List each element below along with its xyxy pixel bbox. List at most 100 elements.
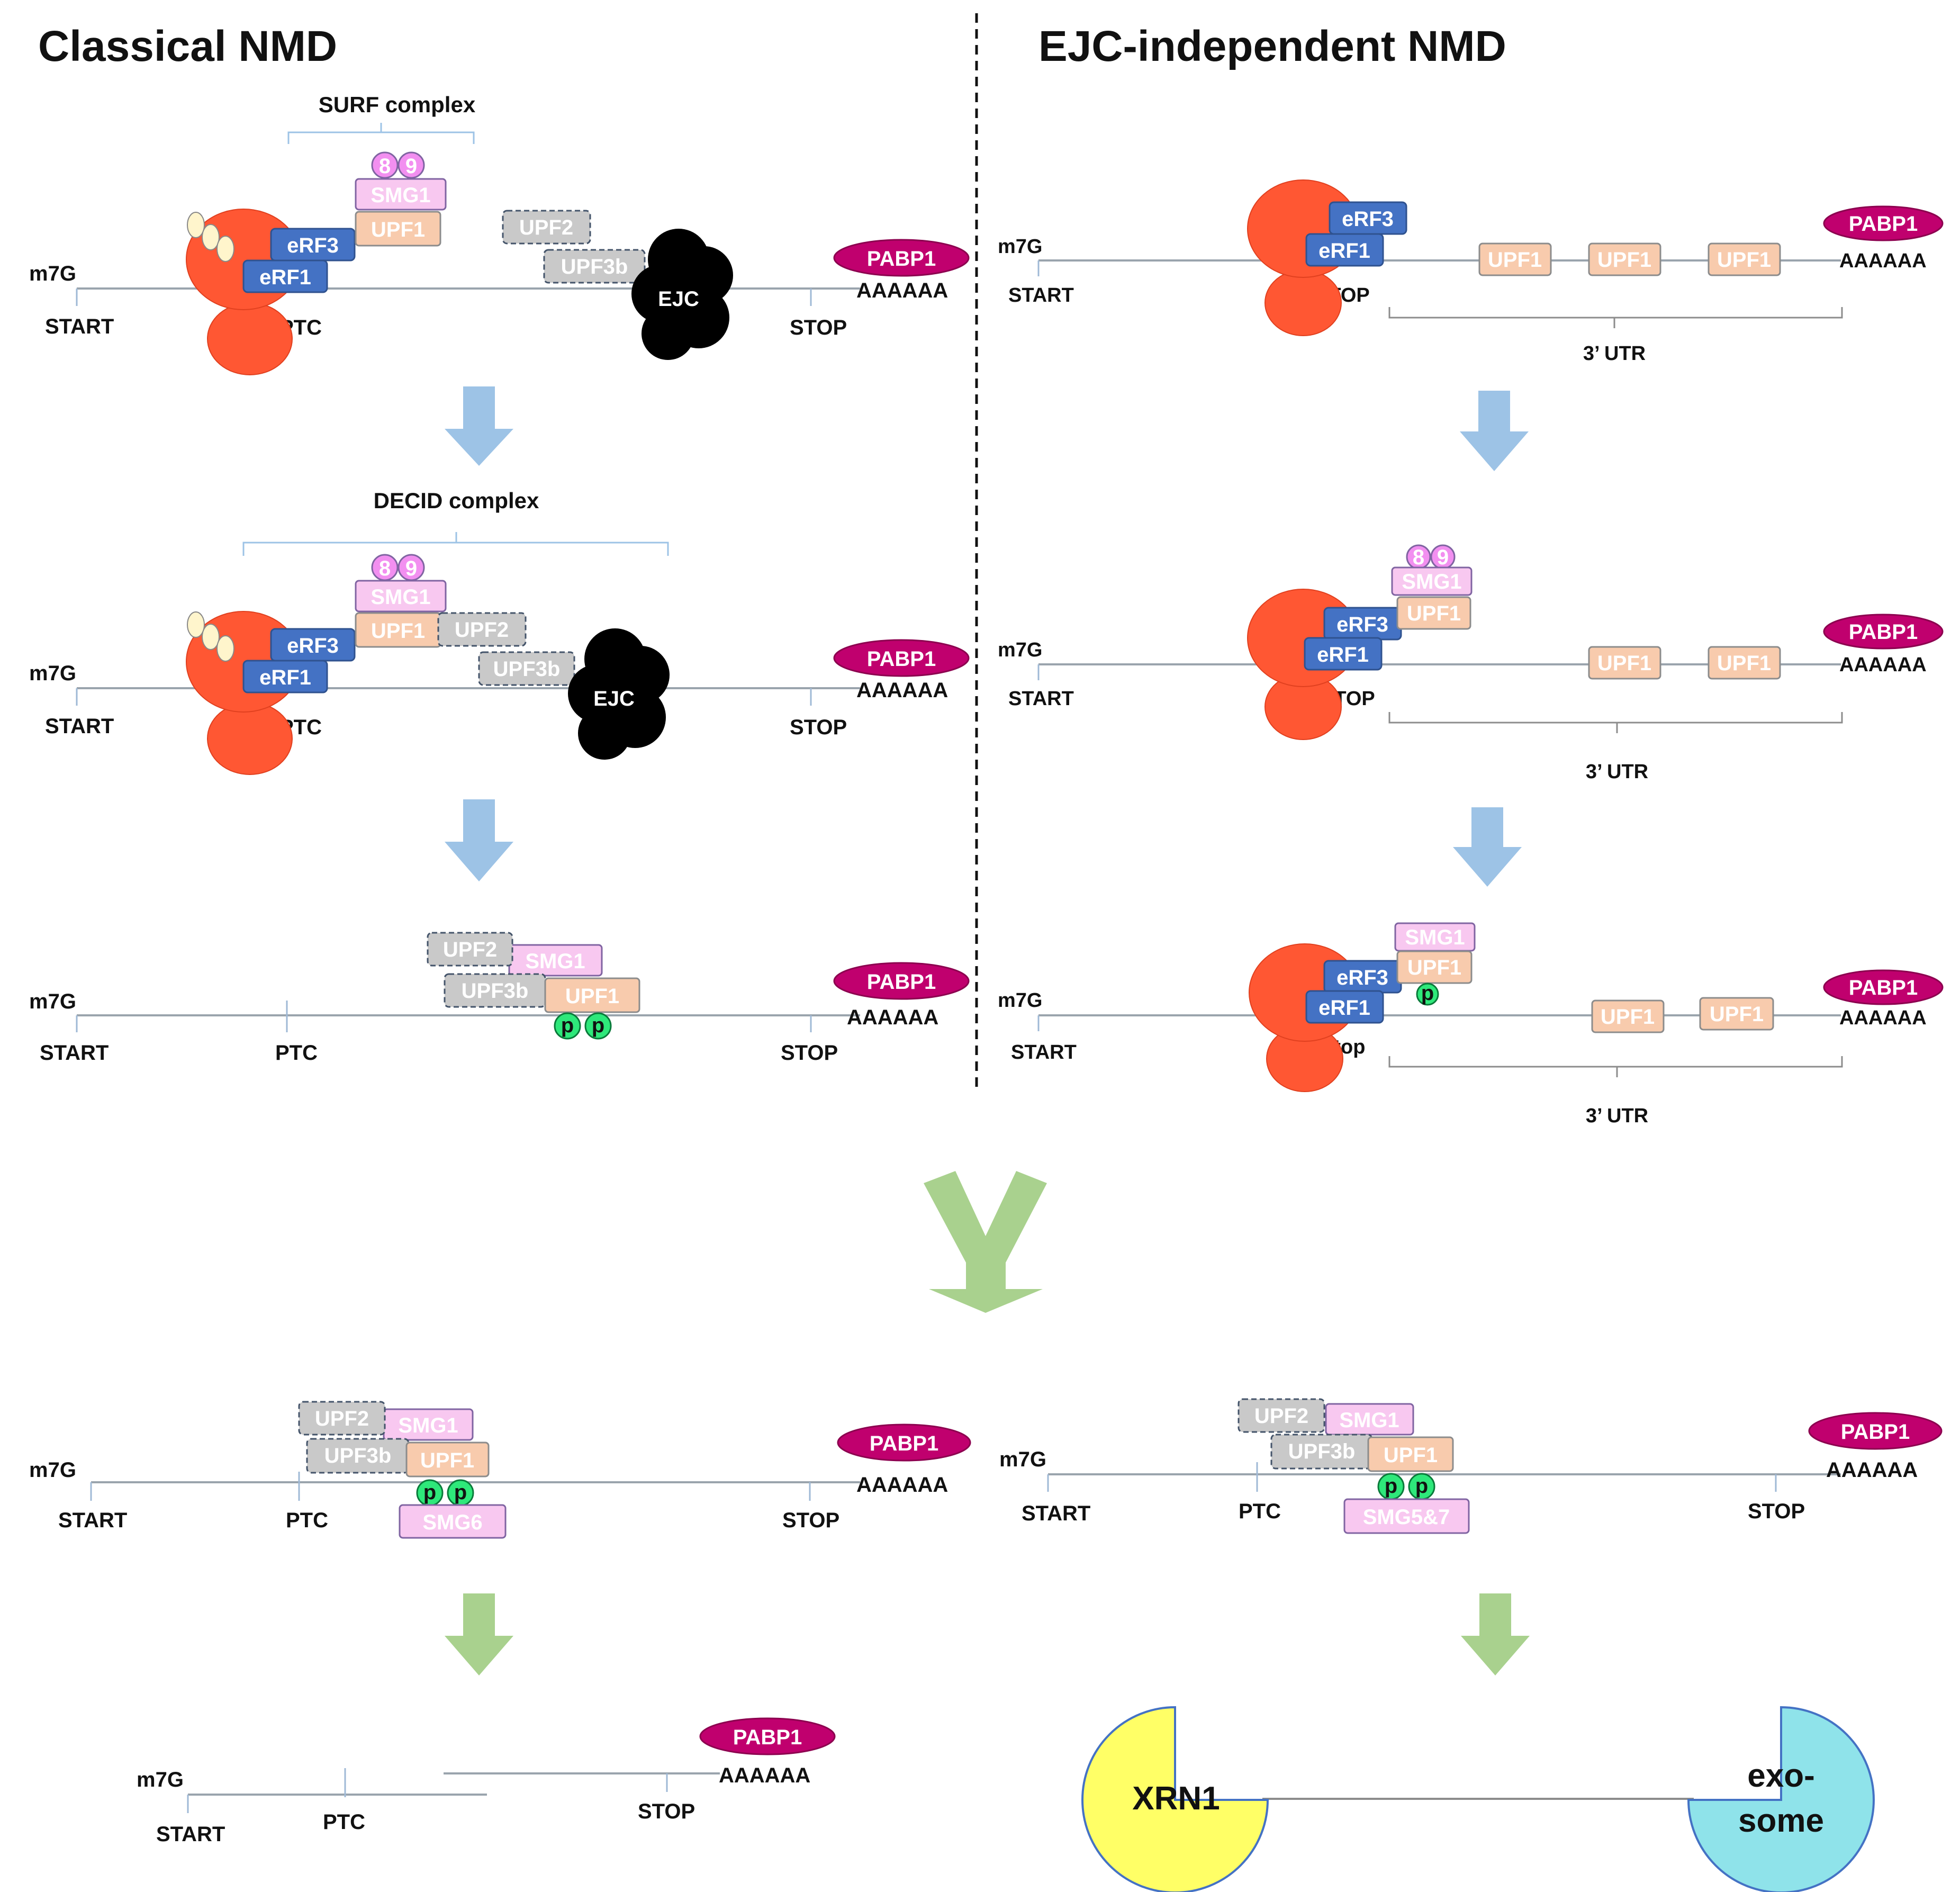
erf3-label: eRF3 <box>287 634 339 657</box>
ejc-independent-step-2: m7G START STOP AAAAAA PABP1 eRF3 eRF1 8 … <box>998 544 1944 783</box>
upf3b-label: UPF3b <box>324 1444 392 1467</box>
ptc-label: PTC <box>286 1509 328 1532</box>
trna-icon <box>216 635 234 662</box>
smg6-pathway: m7G START PTC STOP AAAAAA PABP1 SMG1 UPF… <box>29 1401 971 1539</box>
erf1-label: eRF1 <box>1318 996 1370 1020</box>
smg1 <box>355 580 447 612</box>
ptc-label: PTC <box>1239 1500 1281 1523</box>
step-arrow <box>445 1593 513 1675</box>
phosphate-label: p <box>423 1481 436 1504</box>
erf1 <box>242 660 328 693</box>
utr-label: 3’ UTR <box>1583 343 1646 365</box>
smg8-label: 8 <box>379 557 391 580</box>
pabp1-label: PABP1 <box>1849 976 1918 999</box>
ejc <box>631 229 733 360</box>
upf2 <box>427 932 513 967</box>
m7g-label: m7G <box>29 990 76 1013</box>
pabp1-label: PABP1 <box>1849 620 1918 644</box>
polya-label: AAAAAA <box>1839 250 1927 272</box>
upf1-label: UPF1 <box>1717 652 1771 675</box>
upf1 <box>1708 646 1781 680</box>
start-label: START <box>156 1823 225 1846</box>
polya-label: AAAAAA <box>856 679 948 702</box>
utr-label: 3’ UTR <box>1586 1105 1648 1127</box>
upf1 <box>1588 646 1661 680</box>
upf1-label: UPF1 <box>565 985 619 1008</box>
utr-label: 3’ UTR <box>1586 761 1648 783</box>
cleaved-mrna: m7G START PTC STOP AAAAAA PABP1 <box>137 1717 836 1846</box>
upf1 <box>1699 997 1774 1031</box>
title-classical-nmd: Classical NMD <box>38 22 337 70</box>
step-arrow <box>445 386 513 466</box>
ejc-independent-step-1: m7G START STOP AAAAAA PABP1 eRF3 eRF1 UP… <box>998 179 1944 365</box>
smg5-7-label: SMG5&7 <box>1363 1506 1450 1529</box>
smg57-pathway: m7G START PTC STOP AAAAAA PABP1 SMG1 UPF… <box>999 1398 1943 1534</box>
upf1-label: UPF1 <box>1384 1444 1438 1467</box>
erf1-label: eRF1 <box>1317 643 1369 666</box>
smg5-7 <box>1343 1498 1470 1534</box>
polya-label: AAAAAA <box>719 1764 810 1787</box>
step-arrow <box>445 799 513 881</box>
erf1 <box>1304 637 1383 671</box>
upf1 <box>1591 999 1665 1033</box>
ejc <box>568 628 670 760</box>
utr-bracket <box>1388 307 1843 328</box>
smg9-label: 9 <box>405 557 417 580</box>
polya-label: AAAAAA <box>856 279 948 302</box>
start-label: START <box>1008 284 1074 307</box>
ptc-label: PTC <box>323 1810 365 1834</box>
upf3b-label: UPF3b <box>493 657 561 681</box>
ejc-independent-step-3: m7G START Stop AAAAAA PABP1 eRF3 eRF1 SM… <box>998 922 1944 1127</box>
upf2 <box>502 210 591 245</box>
stop-label: STOP <box>782 1509 839 1532</box>
trna-icon <box>187 611 205 638</box>
upf1 <box>405 1441 490 1477</box>
decay-enzymes: XRN1 exo- some <box>1081 1706 1875 1892</box>
xrn1-label: XRN1 <box>1132 1780 1220 1817</box>
ejc-label: EJC <box>593 687 635 710</box>
polya-label: AAAAAA <box>856 1473 948 1497</box>
smg1-label: SMG1 <box>1402 570 1461 593</box>
smg1-label: SMG1 <box>1405 926 1465 949</box>
smg8-label: 8 <box>1413 546 1424 569</box>
smg1-label: SMG1 <box>371 585 430 609</box>
upf3b-label: UPF3b <box>462 979 529 1003</box>
erf3-label: eRF3 <box>1342 208 1394 231</box>
start-label: START <box>45 315 114 338</box>
step-arrow <box>1461 1593 1530 1675</box>
start-label: START <box>40 1041 109 1065</box>
ribosome-small-subunit <box>207 302 293 375</box>
upf1-label: UPF1 <box>1601 1005 1655 1029</box>
smg1 <box>355 178 447 211</box>
utr-bracket <box>1388 1056 1843 1077</box>
pabp1 <box>833 239 970 277</box>
classical-step-3: m7G START PTC STOP AAAAAA PABP1 SMG1 UPF… <box>29 932 970 1065</box>
upf1 <box>1396 950 1473 984</box>
upf3b-label: UPF3b <box>561 255 628 278</box>
phosphate-label: p <box>454 1481 467 1504</box>
upf1-label: UPF1 <box>1407 956 1461 979</box>
upf1-label: UPF1 <box>1597 652 1651 675</box>
smg9 <box>398 151 425 179</box>
trna-icon <box>216 236 234 262</box>
erf3-label: eRF3 <box>287 234 339 257</box>
stop-label: STOP <box>638 1800 695 1823</box>
stop-label: STOP <box>781 1041 838 1065</box>
exosome-label-line1: exo- <box>1747 1758 1814 1794</box>
m7g-label: m7G <box>999 1448 1046 1471</box>
pabp1-label: PABP1 <box>867 647 936 671</box>
phosphate <box>584 1012 612 1040</box>
erf1-label: eRF1 <box>259 266 311 289</box>
pabp1-label: PABP1 <box>733 1726 802 1749</box>
xrn1 <box>1081 1706 1269 1892</box>
pabp1 <box>699 1717 836 1755</box>
m7g-label: m7G <box>998 236 1042 258</box>
erf1 <box>242 259 328 293</box>
upf2 <box>1238 1398 1325 1433</box>
m7g-label: m7G <box>137 1768 184 1791</box>
polya-label: AAAAAA <box>1839 1007 1927 1029</box>
upf1-label: UPF1 <box>420 1449 474 1472</box>
start-label: START <box>1022 1502 1090 1525</box>
pabp1 <box>837 1423 971 1462</box>
smg1-label: SMG1 <box>525 950 585 973</box>
